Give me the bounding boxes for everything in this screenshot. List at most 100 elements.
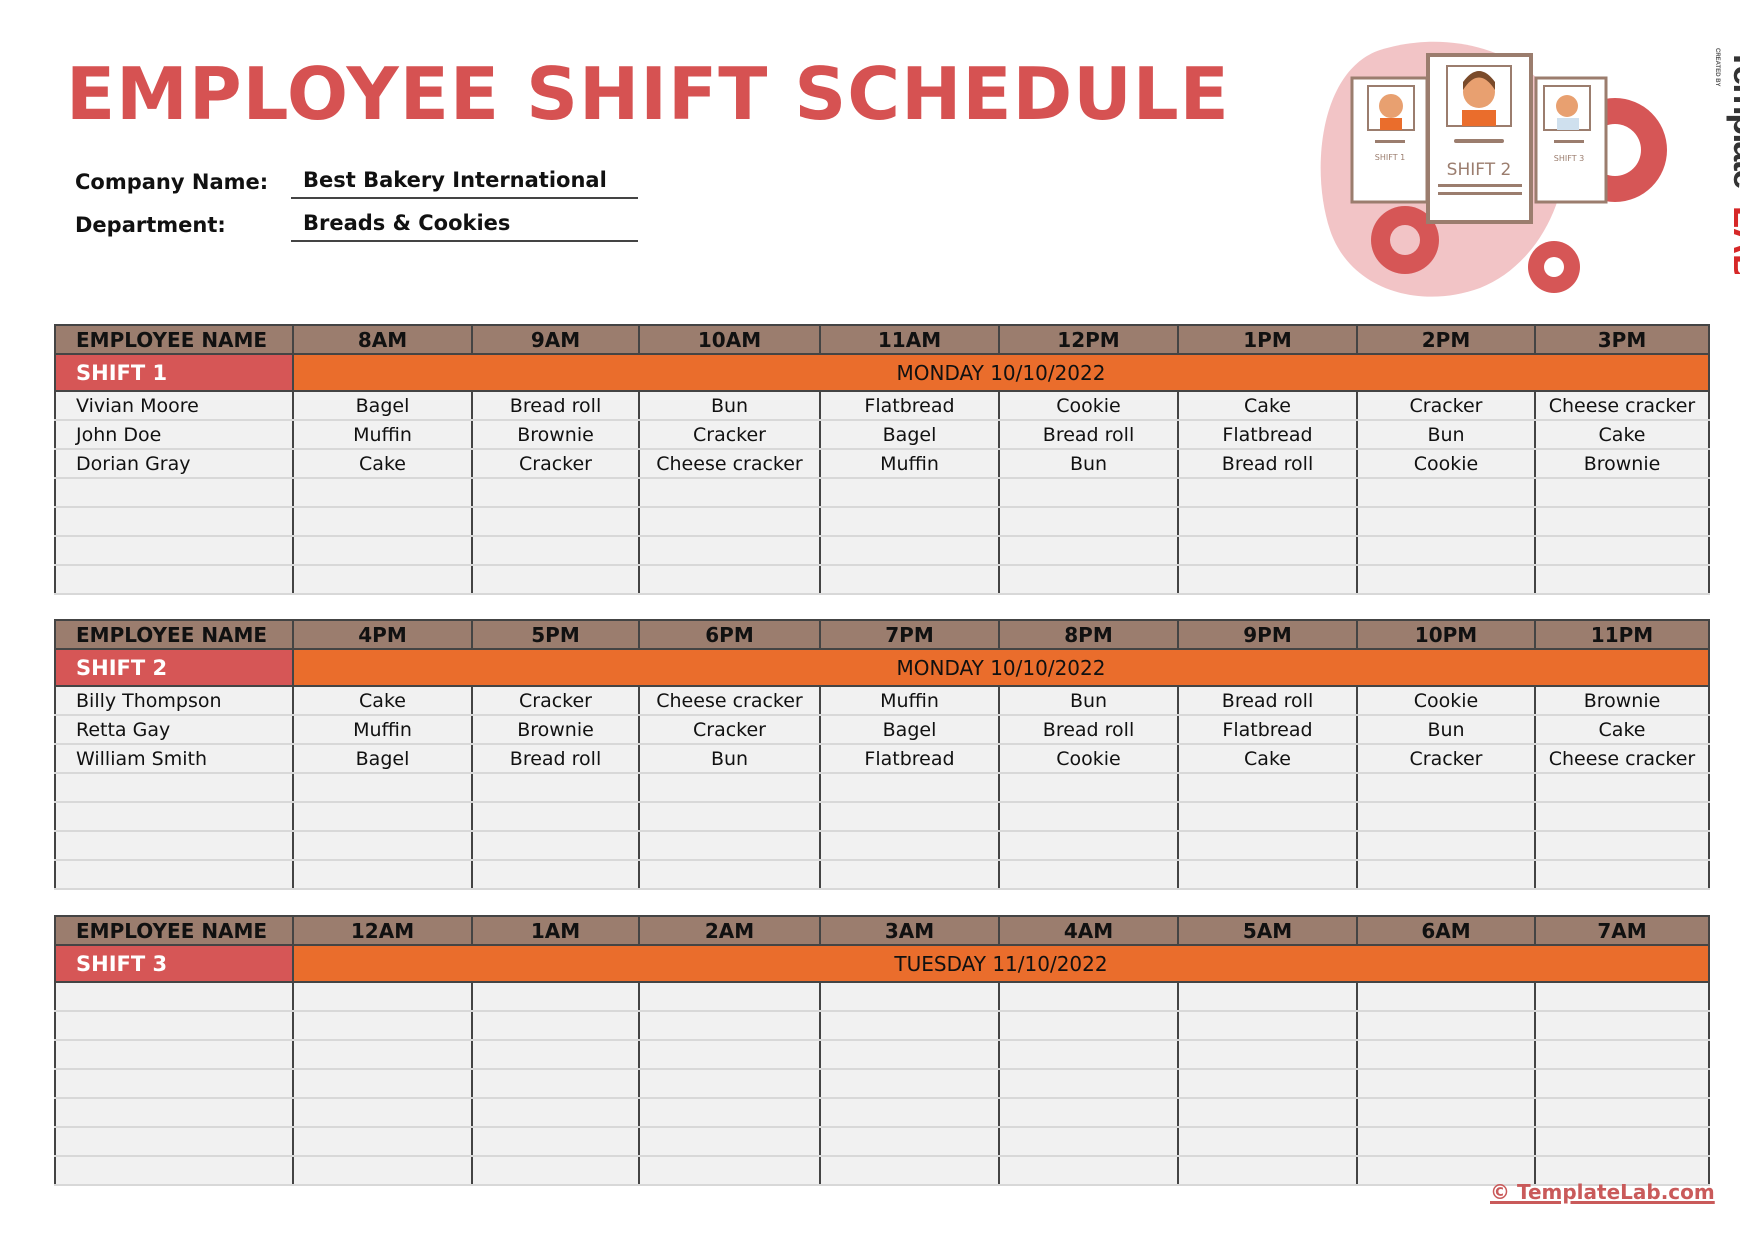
task-cell[interactable] — [1177, 1127, 1358, 1157]
employee-name-cell[interactable] — [54, 478, 294, 508]
task-cell[interactable] — [1534, 536, 1710, 566]
task-cell[interactable] — [1356, 982, 1536, 1012]
task-cell[interactable] — [1534, 802, 1710, 832]
task-cell[interactable]: Flatbread — [1177, 420, 1358, 450]
task-cell[interactable] — [1534, 1098, 1710, 1128]
task-cell[interactable] — [1356, 773, 1536, 803]
task-cell[interactable] — [998, 1127, 1179, 1157]
templatelab-link[interactable]: © TemplateLab.com — [1490, 1180, 1715, 1204]
task-cell[interactable]: Cheese cracker — [638, 449, 821, 479]
task-cell[interactable] — [471, 1127, 640, 1157]
task-cell[interactable]: Flatbread — [819, 391, 1000, 421]
task-cell[interactable] — [471, 1098, 640, 1128]
task-cell[interactable] — [1177, 536, 1358, 566]
task-cell[interactable] — [292, 1069, 473, 1099]
employee-name-cell[interactable]: William Smith — [54, 744, 294, 774]
employee-name-cell[interactable] — [54, 507, 294, 537]
task-cell[interactable] — [471, 802, 640, 832]
shift-date[interactable]: TUESDAY 11/10/2022 — [292, 945, 1710, 983]
task-cell[interactable] — [1534, 860, 1710, 890]
task-cell[interactable] — [638, 1156, 821, 1186]
task-cell[interactable] — [1177, 831, 1358, 861]
employee-name-cell[interactable] — [54, 860, 294, 890]
task-cell[interactable]: Bread roll — [471, 391, 640, 421]
task-cell[interactable] — [1356, 1011, 1536, 1041]
task-cell[interactable] — [1177, 1098, 1358, 1128]
task-cell[interactable] — [1356, 831, 1536, 861]
task-cell[interactable] — [998, 1011, 1179, 1041]
task-cell[interactable] — [998, 860, 1179, 890]
task-cell[interactable] — [1534, 507, 1710, 537]
task-cell[interactable] — [638, 831, 821, 861]
employee-name-cell[interactable] — [54, 802, 294, 832]
task-cell[interactable] — [1534, 982, 1710, 1012]
employee-name-cell[interactable]: Dorian Gray — [54, 449, 294, 479]
task-cell[interactable]: Cheese cracker — [638, 686, 821, 716]
task-cell[interactable] — [292, 1098, 473, 1128]
task-cell[interactable] — [819, 773, 1000, 803]
task-cell[interactable] — [1534, 1011, 1710, 1041]
task-cell[interactable] — [638, 1069, 821, 1099]
task-cell[interactable] — [819, 982, 1000, 1012]
task-cell[interactable] — [819, 565, 1000, 595]
task-cell[interactable]: Muffin — [819, 449, 1000, 479]
task-cell[interactable] — [1177, 565, 1358, 595]
task-cell[interactable] — [1534, 478, 1710, 508]
task-cell[interactable] — [292, 860, 473, 890]
task-cell[interactable]: Cracker — [1356, 391, 1536, 421]
task-cell[interactable] — [1534, 565, 1710, 595]
task-cell[interactable] — [998, 478, 1179, 508]
task-cell[interactable] — [638, 1011, 821, 1041]
task-cell[interactable] — [1177, 1069, 1358, 1099]
employee-name-cell[interactable] — [54, 831, 294, 861]
task-cell[interactable]: Bun — [638, 391, 821, 421]
employee-name-cell[interactable]: Billy Thompson — [54, 686, 294, 716]
task-cell[interactable] — [1356, 1098, 1536, 1128]
task-cell[interactable] — [1177, 1040, 1358, 1070]
task-cell[interactable] — [1534, 1127, 1710, 1157]
task-cell[interactable]: Bun — [638, 744, 821, 774]
task-cell[interactable] — [819, 536, 1000, 566]
task-cell[interactable]: Cookie — [1356, 686, 1536, 716]
employee-name-cell[interactable] — [54, 565, 294, 595]
task-cell[interactable] — [638, 1127, 821, 1157]
task-cell[interactable] — [292, 982, 473, 1012]
task-cell[interactable] — [1356, 565, 1536, 595]
task-cell[interactable] — [1356, 860, 1536, 890]
task-cell[interactable] — [292, 773, 473, 803]
task-cell[interactable]: Cookie — [1356, 449, 1536, 479]
task-cell[interactable] — [1177, 1156, 1358, 1186]
task-cell[interactable]: Bun — [998, 686, 1179, 716]
task-cell[interactable] — [1534, 1069, 1710, 1099]
task-cell[interactable] — [998, 1069, 1179, 1099]
task-cell[interactable]: Cracker — [471, 449, 640, 479]
task-cell[interactable] — [998, 1040, 1179, 1070]
task-cell[interactable] — [638, 802, 821, 832]
employee-name-cell[interactable] — [54, 982, 294, 1012]
task-cell[interactable]: Bagel — [292, 391, 473, 421]
task-cell[interactable] — [998, 802, 1179, 832]
task-cell[interactable]: Bun — [1356, 420, 1536, 450]
task-cell[interactable]: Bun — [998, 449, 1179, 479]
task-cell[interactable] — [471, 831, 640, 861]
employee-name-cell[interactable] — [54, 536, 294, 566]
task-cell[interactable] — [1177, 982, 1358, 1012]
task-cell[interactable]: Cake — [1177, 391, 1358, 421]
task-cell[interactable] — [1534, 1040, 1710, 1070]
task-cell[interactable] — [1177, 507, 1358, 537]
task-cell[interactable] — [998, 773, 1179, 803]
task-cell[interactable] — [1356, 507, 1536, 537]
employee-name-cell[interactable] — [54, 1040, 294, 1070]
task-cell[interactable] — [292, 1011, 473, 1041]
task-cell[interactable]: Brownie — [471, 420, 640, 450]
task-cell[interactable] — [638, 478, 821, 508]
task-cell[interactable]: Cake — [1177, 744, 1358, 774]
task-cell[interactable]: Bagel — [819, 420, 1000, 450]
task-cell[interactable] — [292, 507, 473, 537]
task-cell[interactable] — [819, 802, 1000, 832]
task-cell[interactable]: Cake — [1534, 420, 1710, 450]
task-cell[interactable] — [471, 507, 640, 537]
task-cell[interactable] — [292, 1156, 473, 1186]
task-cell[interactable] — [998, 565, 1179, 595]
task-cell[interactable] — [1534, 831, 1710, 861]
